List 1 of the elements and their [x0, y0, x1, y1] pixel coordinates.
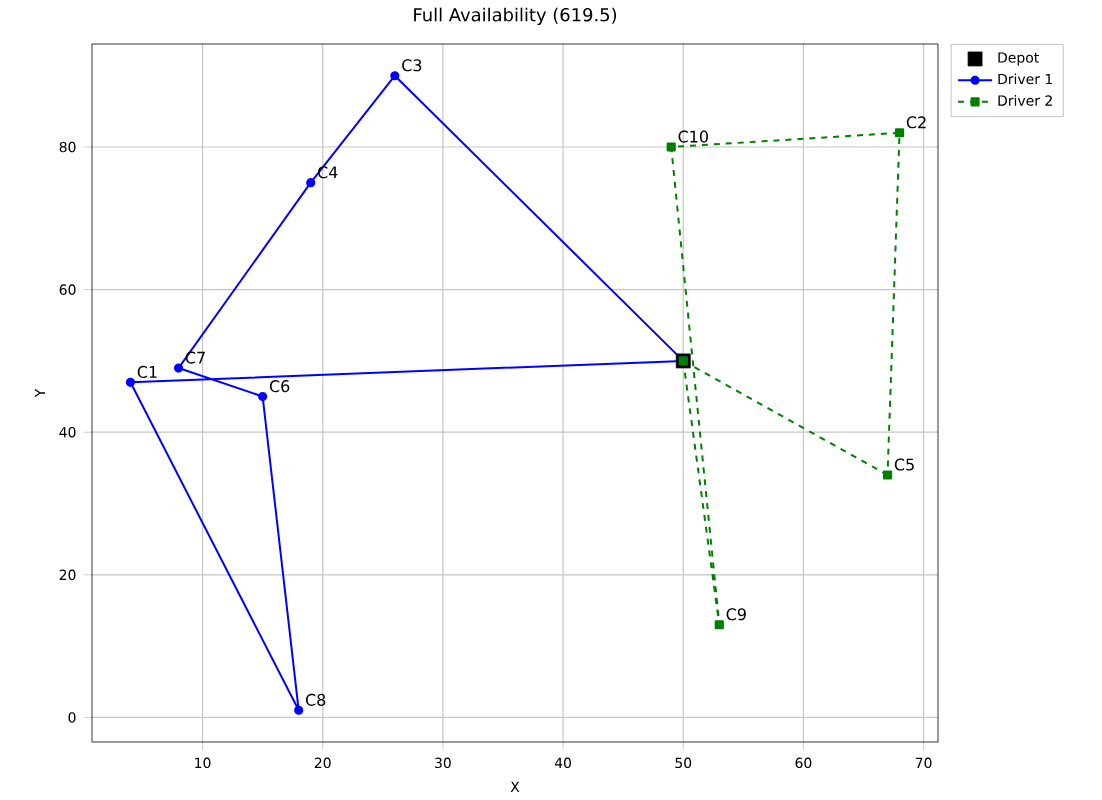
- chart-title: Full Availability (619.5): [414, 7, 617, 25]
